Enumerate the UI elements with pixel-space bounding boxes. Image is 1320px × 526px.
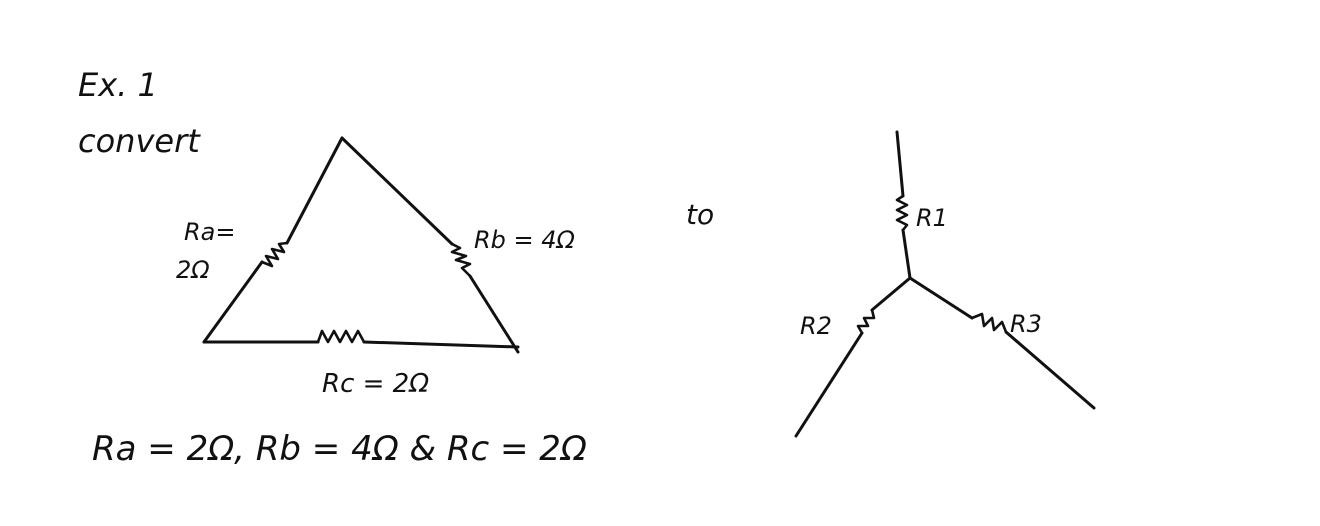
delta-left-wire-upper [285, 136, 344, 245]
resistor-r1-icon [895, 194, 909, 232]
ra-label-line1: Ra= [184, 218, 236, 246]
star-right-wire-upper [908, 276, 974, 320]
resistor-ra-icon [260, 241, 289, 268]
example-label: Ex. 1 [78, 66, 158, 104]
delta-network [202, 136, 520, 354]
star-right-wire-lower [1004, 330, 1096, 410]
given-values: Ra = 2Ω, Rb = 4Ω & Rc = 2Ω [92, 429, 587, 469]
resistor-rc-icon [316, 329, 366, 344]
r3-label: R3 [1010, 310, 1042, 338]
r2-label: R2 [800, 312, 832, 340]
star-left-wire-lower [794, 331, 864, 438]
resistor-rb-icon [450, 242, 472, 278]
delta-right-wire-lower [468, 274, 520, 354]
rc-label: Rc = 2Ω [322, 369, 429, 399]
ra-label-line2: 2Ω [176, 256, 210, 284]
resistor-r3-icon [970, 312, 1008, 334]
delta-bottom-wire-right [362, 340, 520, 349]
delta-right-wire-upper [340, 136, 454, 246]
resistor-r2-icon [856, 308, 876, 335]
to-label: to [686, 198, 714, 231]
star-network [794, 130, 1096, 438]
star-top-wire-lower [901, 228, 912, 280]
instruction-label: convert [78, 122, 201, 160]
delta-left-wire-lower [202, 260, 264, 344]
rb-label: Rb = 4Ω [474, 226, 576, 254]
r1-label: R1 [916, 204, 948, 232]
star-top-wire-upper [895, 130, 905, 198]
star-left-wire-upper [870, 276, 912, 312]
